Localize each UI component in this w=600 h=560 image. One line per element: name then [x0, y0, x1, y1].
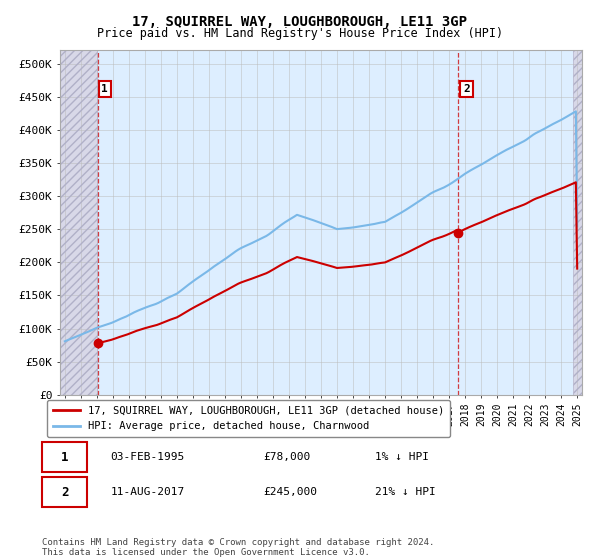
Text: 11-AUG-2017: 11-AUG-2017: [110, 487, 185, 497]
Bar: [57, 50, 97, 395]
Text: 21% ↓ HPI: 21% ↓ HPI: [374, 487, 436, 497]
Text: 03-FEB-1995: 03-FEB-1995: [110, 452, 185, 462]
Legend: 17, SQUIRREL WAY, LOUGHBOROUGH, LE11 3GP (detached house), HPI: Average price, d: 17, SQUIRREL WAY, LOUGHBOROUGH, LE11 3GP…: [47, 400, 451, 437]
Text: 1: 1: [101, 84, 108, 94]
Bar: [573, 50, 585, 395]
Text: 17, SQUIRREL WAY, LOUGHBOROUGH, LE11 3GP: 17, SQUIRREL WAY, LOUGHBOROUGH, LE11 3GP: [133, 15, 467, 29]
Bar: [573, 50, 585, 395]
Text: Contains HM Land Registry data © Crown copyright and database right 2024.
This d: Contains HM Land Registry data © Crown c…: [42, 538, 434, 557]
FancyBboxPatch shape: [42, 442, 87, 472]
Text: 2: 2: [61, 486, 68, 499]
Text: £245,000: £245,000: [264, 487, 318, 497]
Bar: [57, 50, 97, 395]
Text: 1% ↓ HPI: 1% ↓ HPI: [374, 452, 428, 462]
Text: 2: 2: [463, 84, 470, 94]
FancyBboxPatch shape: [42, 478, 87, 507]
Text: Price paid vs. HM Land Registry's House Price Index (HPI): Price paid vs. HM Land Registry's House …: [97, 27, 503, 40]
Text: £78,000: £78,000: [264, 452, 311, 462]
Text: 1: 1: [61, 451, 68, 464]
